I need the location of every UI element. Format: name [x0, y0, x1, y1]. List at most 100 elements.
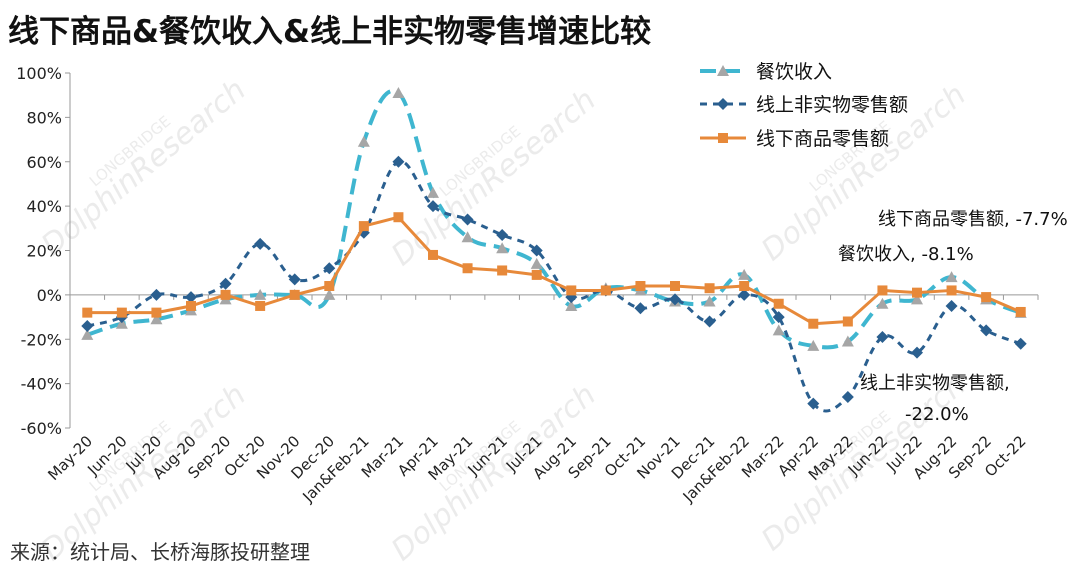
data-point — [392, 86, 405, 98]
data-point — [911, 293, 923, 305]
data-point — [841, 335, 854, 347]
series-line — [87, 215, 1022, 326]
legend-marker — [718, 133, 728, 143]
data-point — [81, 328, 94, 340]
data-point — [912, 287, 922, 298]
series-3 — [82, 212, 1026, 329]
data-point — [981, 292, 992, 303]
data-point — [531, 269, 542, 280]
data-point — [704, 283, 715, 294]
y-tick-label: 80% — [26, 108, 62, 127]
data-point — [150, 288, 163, 301]
legend-label: 线上非实物零售额 — [756, 94, 908, 116]
data-point — [738, 268, 751, 280]
data-point — [877, 285, 888, 296]
series-line — [86, 160, 1022, 413]
data-point — [808, 318, 819, 329]
data-point — [946, 285, 957, 296]
y-tick-label: 60% — [26, 153, 62, 172]
y-tick-label: 20% — [26, 242, 62, 261]
x-tick-label: May-20 — [44, 432, 96, 484]
data-point — [81, 319, 94, 332]
series-line — [86, 89, 1022, 350]
data-point — [876, 331, 889, 344]
data-point — [461, 231, 474, 243]
data-point — [82, 307, 93, 318]
data-point — [219, 277, 232, 290]
annotation-label: 餐饮收入, -8.1% — [838, 244, 974, 265]
data-point — [289, 289, 300, 300]
data-point — [530, 257, 543, 269]
data-point — [670, 281, 680, 291]
data-point — [738, 288, 751, 301]
watermark-text: DolphinResearch — [35, 72, 253, 263]
data-point — [255, 300, 266, 311]
data-point — [773, 298, 784, 309]
data-point — [669, 293, 681, 306]
data-point — [324, 281, 335, 291]
data-point — [703, 315, 716, 328]
data-point — [185, 291, 197, 304]
data-point — [115, 317, 128, 329]
data-point — [634, 302, 647, 315]
chart-title: 线下商品&餐饮收入&线上非实物零售增速比较 — [8, 14, 652, 50]
data-point — [739, 281, 750, 291]
series-layer — [81, 86, 1027, 413]
data-point — [323, 288, 336, 300]
data-point — [703, 295, 716, 307]
data-point — [945, 299, 958, 312]
annotation-label: 线上非实物零售额, — [860, 373, 1010, 394]
data-point — [427, 186, 439, 198]
data-point — [842, 316, 853, 327]
data-point — [186, 300, 196, 311]
data-point — [980, 324, 993, 337]
data-point — [427, 200, 439, 213]
data-point — [254, 237, 267, 250]
data-point — [116, 307, 127, 318]
data-point — [530, 244, 543, 257]
data-point — [945, 271, 958, 283]
data-point — [357, 135, 370, 147]
data-point — [254, 288, 267, 300]
data-point — [807, 339, 820, 351]
annotation-label: 线下商品零售额, -7.7% — [878, 209, 1068, 230]
data-point — [876, 297, 889, 309]
data-point — [150, 313, 163, 325]
series-2 — [81, 155, 1027, 413]
data-point — [358, 221, 369, 232]
y-tick-label: 0% — [37, 286, 62, 305]
annotation-label: -22.0% — [905, 404, 969, 425]
data-point — [496, 228, 509, 241]
legend-marker — [717, 65, 729, 76]
data-point — [496, 242, 509, 254]
legend-label: 餐饮收入 — [756, 61, 832, 83]
data-point — [393, 212, 404, 223]
data-point — [462, 263, 473, 274]
data-point — [323, 262, 336, 275]
data-point — [220, 289, 231, 300]
data-point — [151, 307, 162, 318]
data-point — [841, 390, 854, 403]
data-point — [1015, 306, 1026, 317]
y-tick-label: 100% — [16, 64, 62, 83]
data-point — [428, 249, 438, 260]
data-point — [566, 285, 577, 296]
data-point — [635, 281, 646, 291]
y-tick-label: -40% — [21, 375, 62, 394]
y-tick-label: -20% — [21, 330, 62, 349]
annotation-layer: 线下商品零售额, -7.7% 餐饮收入, -8.1% 线上非实物零售额, -22.0% — [838, 209, 1068, 425]
data-point — [772, 311, 785, 324]
y-tick-label: -60% — [21, 419, 62, 438]
data-point — [600, 285, 611, 296]
data-point — [288, 273, 301, 286]
legend-marker — [717, 98, 729, 110]
data-point — [807, 397, 820, 410]
legend-label: 线下商品零售额 — [756, 128, 889, 150]
watermark-text: DolphinResearch — [385, 82, 603, 273]
y-tick-label: 40% — [26, 197, 62, 216]
data-point — [565, 299, 578, 311]
data-point — [1014, 337, 1027, 350]
